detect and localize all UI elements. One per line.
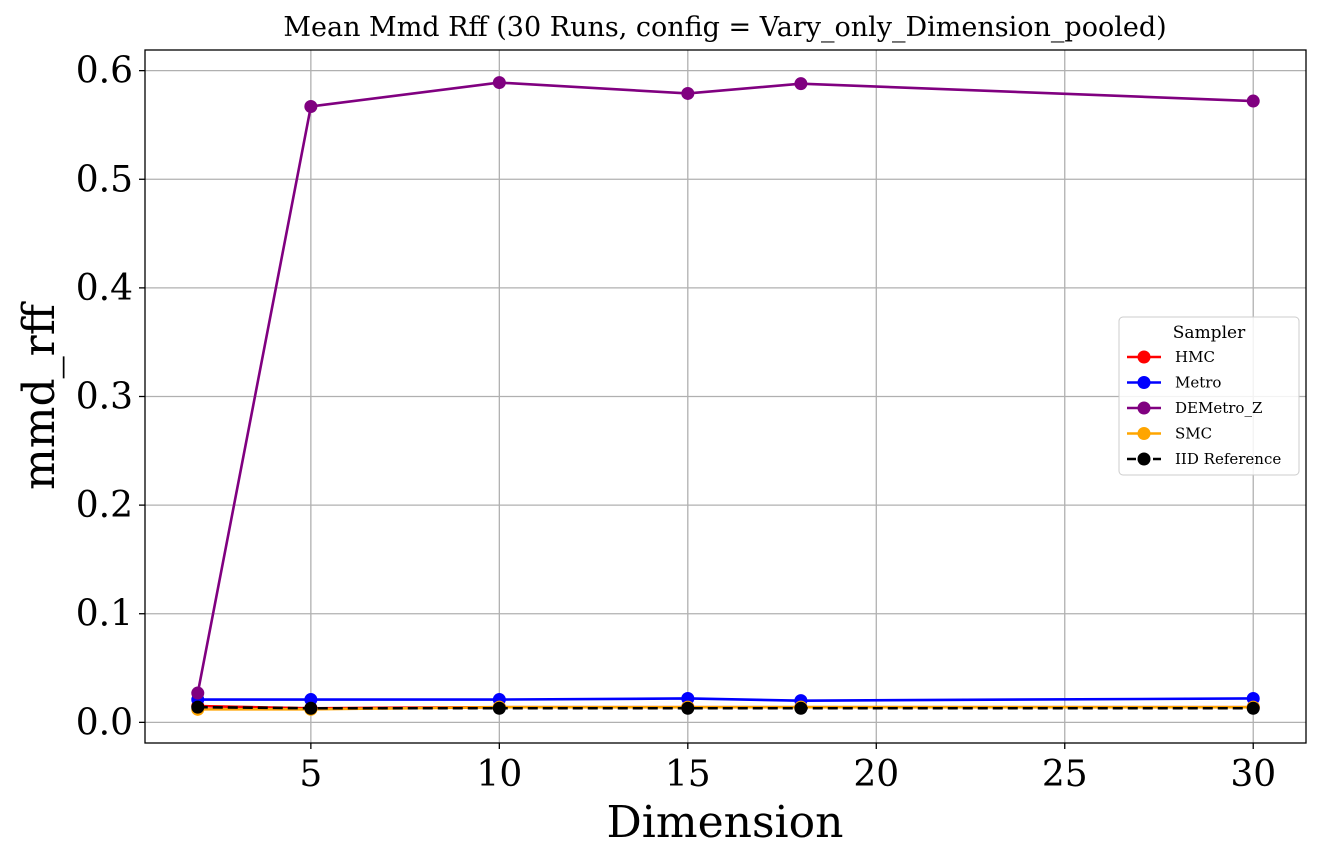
x-tick-label-4: 25 [1042,754,1088,795]
series-4 [191,700,1260,715]
point-2-1 [304,99,318,113]
y-tick-label-6: 0.6 [76,51,133,92]
legend-marker-4 [1137,452,1151,466]
point-2-5 [1246,94,1260,108]
legend-box [1118,316,1300,476]
series-layer [191,76,1260,716]
legend-label-1: Metro [1175,374,1221,392]
chart-title: Mean Mmd Rff (30 Runs, config = Vary_onl… [283,12,1166,43]
y-tick-label-3: 0.3 [76,377,133,418]
legend-title: Sampler [1173,323,1246,343]
x-tick-label-2: 15 [665,754,711,795]
legend: Sampler HMC Metro DEMetro_Z SMC IID Referenc… [1118,316,1300,476]
x-tick-label-5: 30 [1230,754,1276,795]
series-line-1 [197,697,1254,702]
x-tick-label-1: 10 [476,754,522,795]
y-tick-label-1: 0.1 [76,594,133,635]
x-axis-label: Dimension [607,797,844,848]
y-axis: 0.0 0.1 0.2 0.3 0.4 0.5 0.6 [76,51,145,743]
legend-label-4: IID Reference [1175,450,1281,468]
y-tick-label-0: 0.0 [76,702,133,743]
legend-marker-1 [1137,376,1151,389]
point-4-1 [304,701,318,715]
point-2-0 [191,686,205,700]
x-axis: 5 10 15 20 25 30 [299,743,1276,795]
point-4-0 [191,700,205,714]
legend-items: HMC Metro DEMetro_Z SMC IID Reference [1127,348,1281,468]
point-2-2 [492,76,506,90]
legend-label-2: DEMetro_Z [1175,399,1262,417]
series-line-4 [197,705,1254,710]
y-tick-label-4: 0.4 [76,268,133,309]
legend-marker-3 [1137,427,1151,440]
legend-label-3: SMC [1175,425,1212,443]
point-2-3 [681,86,695,100]
y-tick-label-5: 0.5 [76,159,133,200]
legend-marker-0 [1137,350,1151,364]
point-4-5 [1246,701,1260,715]
point-4-3 [681,701,695,715]
series-line-2 [196,81,1254,694]
x-tick-label-0: 5 [299,754,322,795]
point-4-2 [492,701,506,715]
point-4-4 [794,701,808,715]
series-2 [191,76,1260,700]
x-tick-label-3: 20 [853,754,899,795]
point-2-4 [794,77,808,91]
grid [145,50,1306,743]
y-tick-label-2: 0.2 [76,485,133,526]
legend-marker-2 [1137,401,1151,415]
legend-label-0: HMC [1175,348,1215,366]
y-axis-label: mmd_rff [14,301,65,490]
